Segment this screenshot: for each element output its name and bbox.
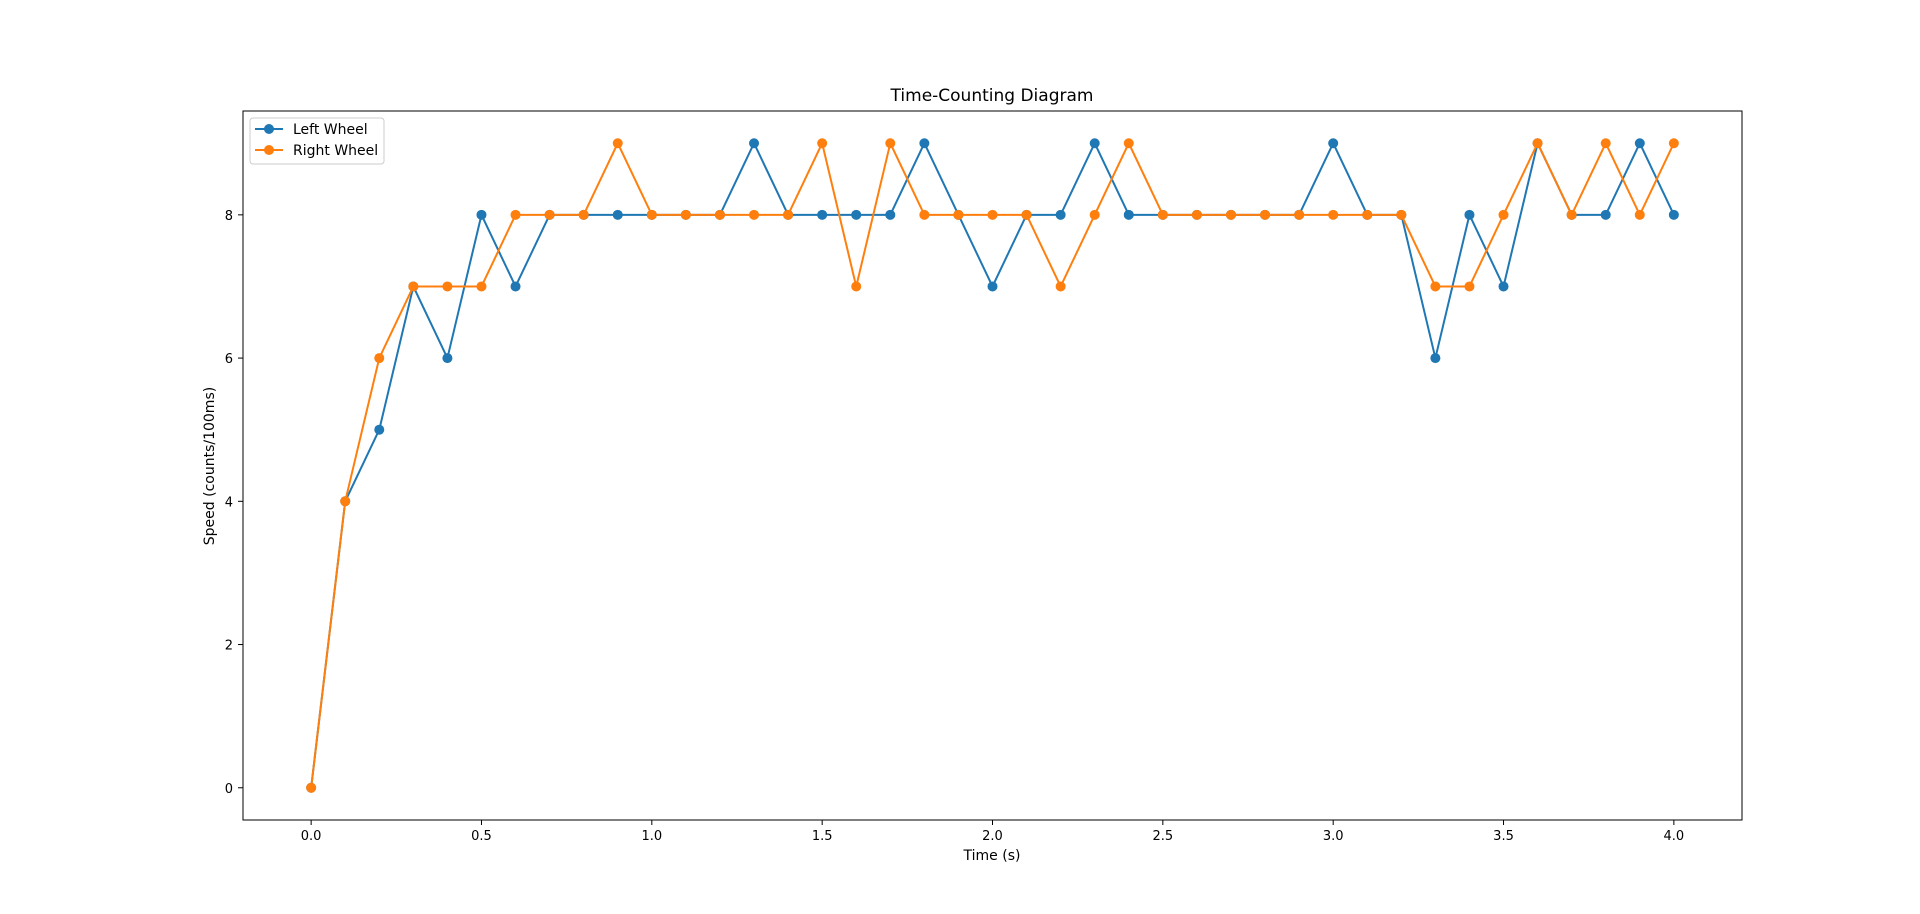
data-point-right-wheel [408, 281, 419, 292]
data-point-left-wheel [1668, 209, 1679, 220]
data-point-right-wheel [1157, 209, 1168, 220]
y-tick-label: 8 [225, 209, 233, 224]
x-axis-ticks: 0.0 0.5 1.0 1.5 2.0 2.5 3.0 3.5 4.0 [301, 820, 1684, 844]
x-tick-label: 3.5 [1493, 829, 1514, 844]
legend-marker-left-wheel [264, 124, 274, 134]
data-point-right-wheel [646, 209, 657, 220]
data-point-right-wheel [885, 138, 896, 149]
data-point-right-wheel [374, 353, 385, 364]
data-point-left-wheel [1328, 138, 1339, 149]
x-axis-label: Time (s) [963, 848, 1021, 864]
data-point-right-wheel [1294, 209, 1305, 220]
chart-title: Time-Counting Diagram [890, 86, 1094, 106]
x-tick-label: 0.0 [301, 829, 322, 844]
data-point-right-wheel [1634, 209, 1645, 220]
data-point-left-wheel [1634, 138, 1645, 149]
x-tick-label: 3.0 [1323, 829, 1344, 844]
data-point-left-wheel [476, 209, 487, 220]
x-tick-label: 2.5 [1152, 829, 1173, 844]
y-axis-ticks: 0 2 4 6 8 [225, 209, 243, 797]
data-point-right-wheel [612, 138, 623, 149]
data-point-right-wheel [1464, 281, 1475, 292]
y-tick-label: 6 [225, 352, 233, 367]
y-tick-label: 0 [225, 782, 233, 797]
data-point-right-wheel [510, 209, 521, 220]
data-point-left-wheel [442, 353, 453, 364]
data-point-right-wheel [1225, 209, 1236, 220]
x-tick-label: 0.5 [471, 829, 492, 844]
x-tick-label: 1.0 [641, 829, 662, 844]
data-point-right-wheel [1328, 209, 1339, 220]
data-point-right-wheel [306, 782, 317, 793]
x-tick-label: 1.5 [812, 829, 833, 844]
data-point-right-wheel [1498, 209, 1509, 220]
data-point-right-wheel [1191, 209, 1202, 220]
data-point-right-wheel [1600, 138, 1611, 149]
legend: Left Wheel Right Wheel [249, 117, 385, 165]
data-point-right-wheel [953, 209, 964, 220]
data-point-right-wheel [1396, 209, 1407, 220]
data-point-right-wheel [919, 209, 930, 220]
data-point-right-wheel [1362, 209, 1373, 220]
legend-frame [249, 117, 385, 165]
data-point-right-wheel [987, 209, 998, 220]
data-point-right-wheel [1021, 209, 1032, 220]
data-point-right-wheel [817, 138, 828, 149]
series-right-wheel [306, 138, 1679, 793]
y-tick-label: 4 [225, 495, 233, 510]
data-point-right-wheel [783, 209, 794, 220]
data-point-right-wheel [1055, 281, 1066, 292]
data-point-right-wheel [714, 209, 725, 220]
data-point-left-wheel [1123, 209, 1134, 220]
y-axis-label: Speed (counts/100ms) [202, 387, 218, 545]
data-point-right-wheel [1668, 138, 1679, 149]
data-point-right-wheel [1123, 138, 1134, 149]
legend-marker-right-wheel [264, 145, 274, 155]
data-point-left-wheel [1089, 138, 1100, 149]
data-point-left-wheel [374, 424, 385, 435]
data-point-left-wheel [1430, 353, 1441, 364]
x-tick-label: 2.0 [982, 829, 1003, 844]
data-point-right-wheel [1260, 209, 1271, 220]
legend-label-left-wheel: Left Wheel [293, 122, 368, 138]
data-point-left-wheel [510, 281, 521, 292]
data-point-left-wheel [1600, 209, 1611, 220]
plot-area [242, 110, 1743, 821]
data-point-left-wheel [612, 209, 623, 220]
data-point-right-wheel [578, 209, 589, 220]
y-tick-label: 2 [225, 639, 233, 654]
data-point-right-wheel [680, 209, 691, 220]
data-point-left-wheel [987, 281, 998, 292]
x-tick-label: 4.0 [1664, 829, 1685, 844]
data-point-right-wheel [1532, 138, 1543, 149]
data-point-left-wheel [1464, 209, 1475, 220]
data-point-left-wheel [749, 138, 760, 149]
data-point-right-wheel [1089, 209, 1100, 220]
data-point-right-wheel [544, 209, 555, 220]
data-point-left-wheel [885, 209, 896, 220]
data-point-right-wheel [749, 209, 760, 220]
data-point-right-wheel [851, 281, 862, 292]
data-point-right-wheel [1430, 281, 1441, 292]
series-layer [306, 138, 1679, 793]
data-point-right-wheel [340, 496, 351, 507]
data-point-left-wheel [919, 138, 930, 149]
data-point-right-wheel [1566, 209, 1577, 220]
data-point-left-wheel [1055, 209, 1066, 220]
data-point-right-wheel [476, 281, 487, 292]
data-point-left-wheel [1498, 281, 1509, 292]
legend-label-right-wheel: Right Wheel [293, 143, 378, 159]
data-point-left-wheel [817, 209, 828, 220]
data-point-left-wheel [851, 209, 862, 220]
data-point-right-wheel [442, 281, 453, 292]
